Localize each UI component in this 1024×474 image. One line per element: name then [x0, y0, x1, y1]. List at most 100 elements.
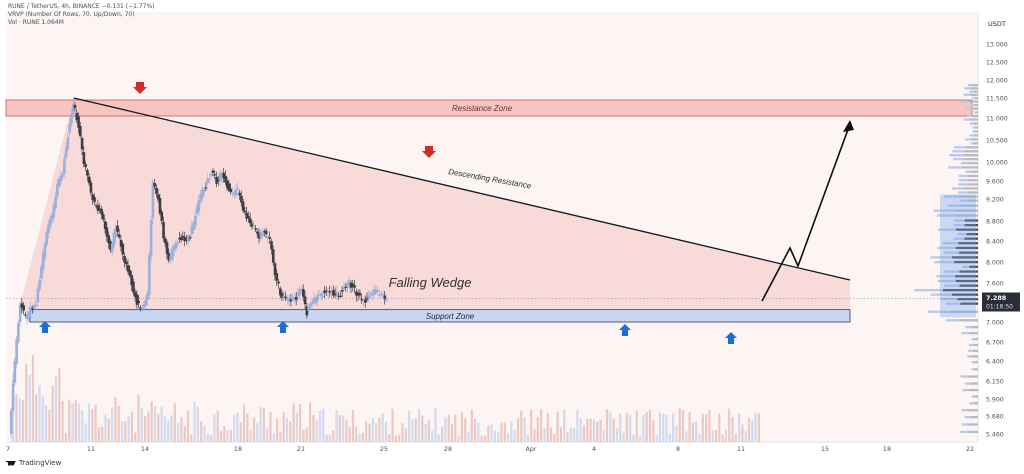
candle-body	[213, 174, 217, 176]
volume-bar	[94, 404, 97, 442]
volume-bar	[619, 413, 622, 442]
volume-bar	[622, 432, 625, 442]
date-tick-label: 14	[141, 445, 149, 453]
volume-bar	[134, 432, 137, 442]
volume-bar	[615, 428, 619, 442]
profile-bar-up	[951, 187, 964, 190]
volume-bar	[243, 404, 246, 442]
candle-body	[149, 220, 153, 257]
candle-body	[337, 295, 341, 297]
profile-bar-down	[964, 237, 978, 240]
candle-body	[13, 360, 17, 383]
candle-body	[100, 208, 103, 215]
price-tick-label: 13.000	[986, 42, 1008, 49]
volume-bar	[114, 396, 117, 442]
candle-body	[305, 306, 309, 316]
candle-body	[332, 289, 335, 296]
volume-bar	[365, 421, 368, 442]
profile-bar-up	[964, 416, 971, 419]
profile-bar-up	[942, 242, 959, 245]
volume-bar	[417, 409, 421, 442]
tradingview-brand: TradingView	[6, 459, 61, 467]
volume-bar	[51, 385, 54, 442]
profile-bar-down	[953, 209, 978, 212]
profile-bar-up	[968, 349, 973, 352]
candle-body	[156, 194, 160, 200]
volume-legend[interactable]: Vol · RUNE 1.064M	[8, 19, 64, 26]
candle-body	[73, 104, 77, 108]
candle-body	[284, 296, 287, 299]
candle-body	[379, 294, 383, 296]
volume-bar	[549, 427, 553, 442]
candle-body	[102, 214, 105, 220]
volume-profile	[914, 83, 978, 434]
profile-bar-up	[958, 183, 968, 186]
candle-body	[155, 187, 158, 194]
vrvp-legend[interactable]: VRVP (Number Of Rows, 70, Up/Down, 70)	[8, 11, 135, 18]
projection-path	[761, 123, 851, 302]
volume-bar	[375, 423, 378, 442]
candle-body	[349, 282, 353, 288]
profile-bar-down	[968, 375, 978, 378]
profile-bar-up	[967, 114, 973, 118]
candle-body	[317, 293, 321, 296]
volume-bar	[625, 413, 628, 442]
candle-body	[252, 224, 256, 227]
volume-bar	[447, 414, 450, 442]
candle-body	[287, 297, 291, 302]
volume-bar	[183, 425, 186, 442]
candle-body	[240, 195, 243, 203]
profile-bar-up	[969, 122, 974, 125]
candle-body	[348, 280, 351, 288]
descending-resistance-line	[73, 97, 851, 281]
candle-body	[82, 152, 86, 165]
volume-bar	[150, 401, 153, 442]
volume-bar	[526, 434, 529, 442]
volume-bar	[444, 417, 447, 442]
volume-bar	[338, 415, 341, 442]
last-price-badge[interactable]	[982, 292, 1020, 312]
symbol-legend[interactable]: RUNE / TetherUS, 4h, BINANCE −0.131 (−1.…	[8, 3, 155, 10]
candle-body	[340, 290, 344, 292]
volume-bar	[665, 414, 668, 442]
profile-bar-up	[944, 284, 960, 287]
candle-body	[369, 292, 372, 296]
candle-body	[158, 198, 162, 214]
volume-bar	[441, 427, 444, 442]
candle-body	[192, 222, 195, 231]
candle-body	[57, 179, 61, 187]
volume-bar	[41, 396, 44, 442]
volume-bar	[483, 435, 487, 442]
candle-body	[195, 206, 199, 214]
candle-body	[351, 283, 355, 287]
price-axis-unit[interactable]: USDT	[988, 20, 1006, 28]
profile-bar-up	[963, 93, 971, 96]
candle-body	[353, 285, 356, 288]
volume-bar	[186, 410, 190, 442]
candle-body	[17, 322, 20, 342]
blue-up-arrow-icon	[725, 332, 737, 344]
profile-bar-down	[973, 122, 978, 125]
candle-body	[270, 240, 273, 250]
profile-bar-down	[959, 270, 978, 273]
date-tick-label: 11	[87, 445, 95, 453]
date-tick-label: 7	[6, 445, 10, 453]
profile-bar-up	[972, 126, 976, 129]
candle-body	[135, 294, 139, 305]
volume-bar	[371, 418, 374, 442]
volume-bar	[698, 433, 701, 442]
volume-bar	[470, 409, 473, 442]
profile-bar-up	[967, 355, 973, 358]
candle-body	[119, 239, 123, 247]
profile-bar-up	[954, 146, 965, 149]
resistance-zone-label: Resistance Zone	[452, 104, 513, 113]
volume-bar	[249, 429, 252, 442]
profile-bar-up	[964, 87, 971, 90]
price-tick-label: 5.680	[986, 414, 1004, 421]
profile-bar-down	[972, 114, 978, 118]
profile-bar-up	[967, 83, 973, 87]
candle-body	[202, 190, 206, 193]
profile-bar-down	[973, 90, 978, 93]
candle-body	[178, 237, 181, 240]
